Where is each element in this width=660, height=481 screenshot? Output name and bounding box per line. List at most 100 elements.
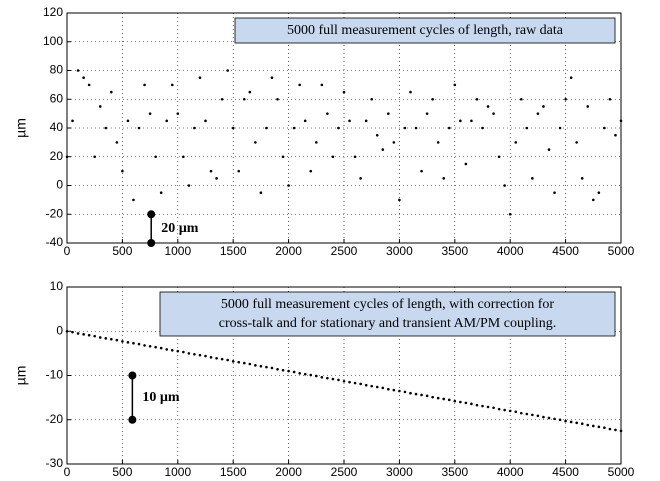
point (580, 422, 584, 426)
point (281, 368, 285, 372)
point (226, 358, 229, 362)
point (182, 155, 185, 159)
point (575, 141, 578, 144)
point (342, 379, 346, 383)
point (303, 119, 307, 123)
point (337, 378, 340, 382)
point (204, 119, 207, 123)
point (447, 126, 451, 130)
point (592, 198, 595, 202)
point (132, 198, 135, 202)
point (603, 126, 606, 130)
point (220, 357, 224, 361)
x-tick-label: 3500 (441, 244, 468, 258)
point (364, 119, 368, 123)
x-tick-label: 5000 (608, 465, 635, 479)
point (170, 83, 174, 87)
point (298, 371, 301, 375)
point (420, 169, 423, 173)
point (508, 212, 512, 216)
x-tick-label: 0 (64, 465, 71, 479)
x-tick-label: 3000 (386, 465, 413, 479)
point (453, 83, 457, 87)
point (381, 386, 385, 390)
point (265, 126, 268, 130)
point (359, 177, 362, 180)
point (503, 408, 506, 412)
point (87, 333, 91, 337)
point (71, 330, 74, 334)
y-tick-label: 100 (43, 34, 63, 48)
x-tick-label: 2500 (331, 244, 358, 258)
x-tick-label: 4000 (497, 244, 524, 258)
point (425, 394, 429, 398)
point (276, 97, 279, 101)
point (132, 341, 135, 345)
point (110, 90, 113, 94)
point (564, 97, 567, 101)
point (525, 412, 529, 416)
x-tick-label: 3500 (441, 465, 468, 479)
point (248, 90, 252, 94)
point (93, 155, 96, 159)
point (398, 389, 401, 393)
x-tick-label: 5000 (608, 244, 635, 258)
point (270, 76, 274, 79)
point (442, 397, 446, 401)
point (597, 425, 601, 429)
point (137, 342, 141, 346)
point (392, 141, 396, 144)
point (193, 126, 196, 130)
annotation-box (159, 291, 616, 337)
x-tick-label: 1500 (220, 465, 247, 479)
point (159, 346, 163, 350)
point (392, 388, 396, 392)
point (409, 391, 412, 395)
point (259, 364, 263, 368)
point (259, 191, 263, 194)
point (265, 365, 268, 369)
annotation: 5000 full measurement cycles of length, … (287, 23, 564, 38)
scale-bar-label: 10 µm (142, 390, 180, 405)
point (281, 155, 285, 159)
point (187, 352, 191, 355)
point (497, 155, 501, 159)
y-tick-label: 20 (50, 149, 64, 163)
point (569, 76, 573, 79)
point (497, 407, 501, 411)
point (431, 97, 434, 101)
x-tick-label: 4500 (552, 244, 579, 258)
point (508, 409, 512, 413)
point (542, 415, 545, 419)
point (409, 90, 412, 94)
point (143, 83, 146, 87)
point (326, 376, 329, 380)
point (453, 399, 457, 403)
point (176, 112, 180, 115)
point (492, 112, 495, 115)
point (536, 112, 540, 115)
x-tick-label: 1000 (164, 244, 191, 258)
point (303, 372, 307, 376)
point (387, 387, 390, 391)
point (486, 405, 490, 409)
frame (66, 286, 622, 465)
point (353, 381, 357, 385)
point (270, 366, 274, 370)
y-tick-label: -10 (46, 368, 64, 382)
point (514, 410, 518, 414)
point (475, 403, 479, 407)
point (553, 417, 556, 421)
point (436, 141, 440, 144)
point (447, 398, 451, 402)
annotation: 5000 full measurement cycles of length, … (221, 297, 555, 312)
point (215, 356, 218, 360)
point (586, 105, 590, 108)
point (331, 155, 335, 159)
point (558, 418, 562, 422)
point (71, 119, 74, 123)
point (553, 191, 556, 194)
point (403, 126, 407, 130)
point (425, 112, 429, 115)
point (475, 97, 479, 101)
